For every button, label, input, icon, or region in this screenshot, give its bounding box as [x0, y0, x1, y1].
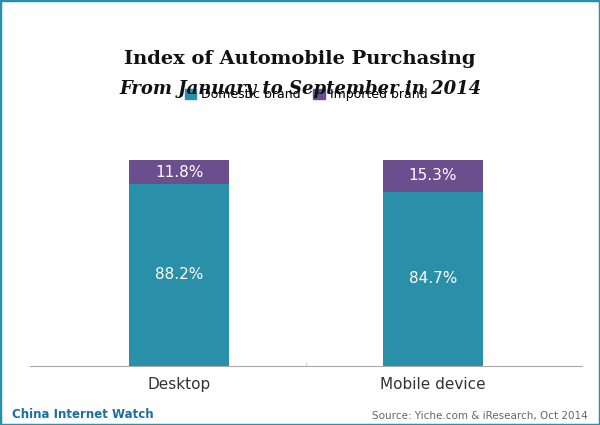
Bar [130, 184, 229, 366]
Bar [383, 160, 482, 192]
Text: 88.2%: 88.2% [155, 267, 203, 282]
Text: Source: Yiche.com & iResearch, Oct 2014: Source: Yiche.com & iResearch, Oct 2014 [372, 411, 588, 421]
Text: From January to September in 2014: From January to September in 2014 [119, 80, 481, 98]
Legend: Domestic brand, Imported brand: Domestic brand, Imported brand [180, 83, 432, 106]
Bar [383, 192, 482, 366]
Text: 11.8%: 11.8% [155, 165, 203, 180]
Bar [130, 160, 229, 184]
Text: China Internet Watch: China Internet Watch [12, 408, 154, 421]
Text: CIW: CIW [278, 5, 322, 23]
Text: 15.3%: 15.3% [409, 168, 457, 183]
Text: Index of Automobile Purchasing: Index of Automobile Purchasing [124, 50, 476, 68]
Text: 84.7%: 84.7% [409, 271, 457, 286]
